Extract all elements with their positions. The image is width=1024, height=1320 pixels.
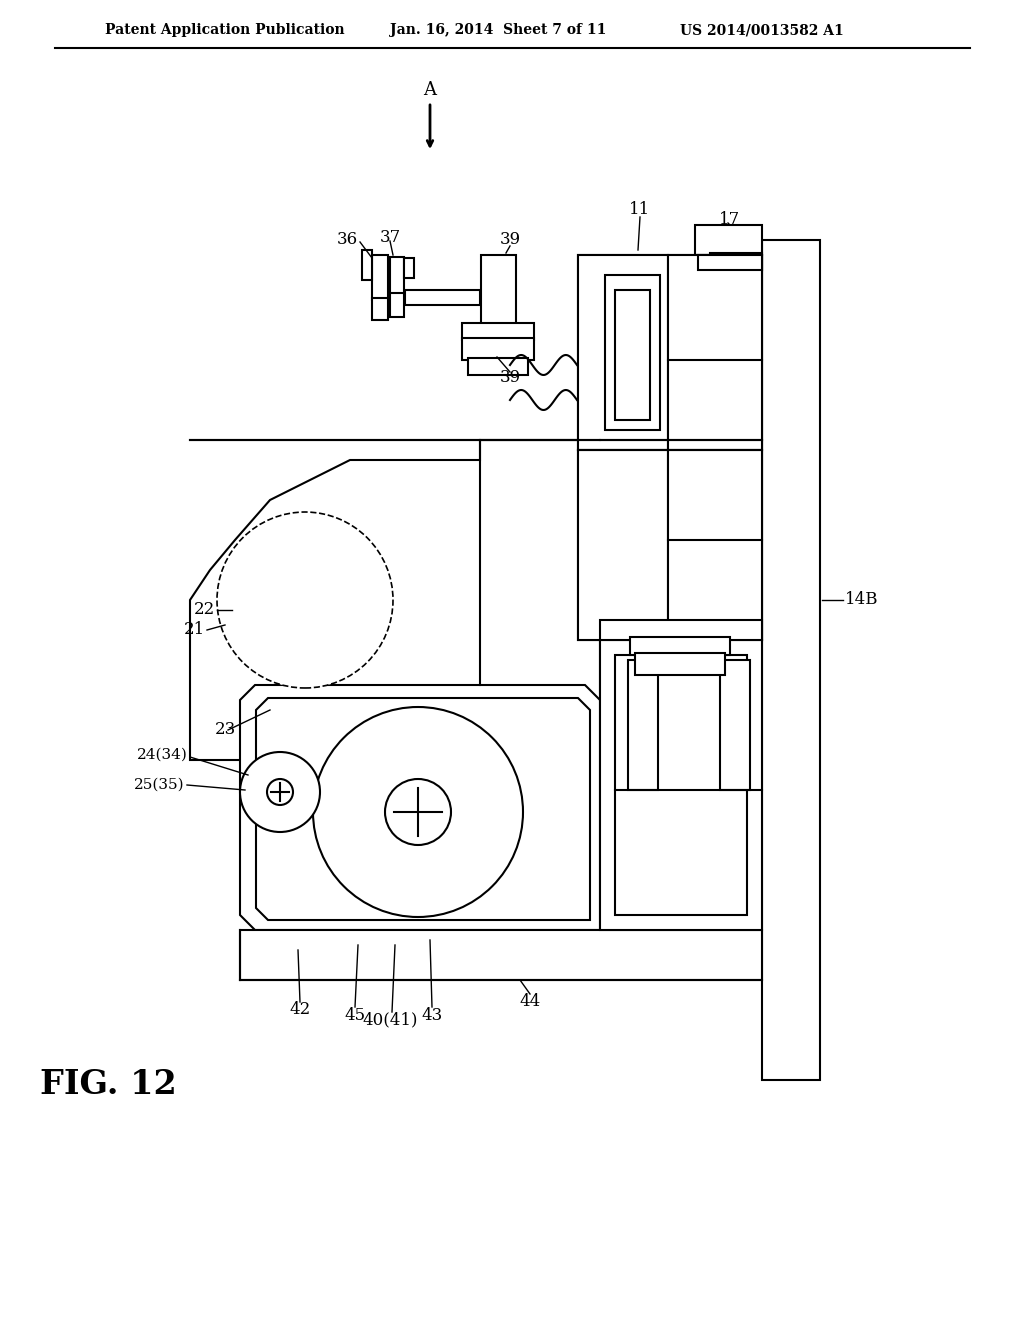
Circle shape [385, 779, 451, 845]
Text: 44: 44 [519, 994, 541, 1011]
Circle shape [217, 512, 393, 688]
Bar [578, 450, 668, 640]
Text: 40(41): 40(41) [362, 1011, 418, 1028]
Text: 43: 43 [421, 1006, 442, 1023]
Text: 17: 17 [720, 211, 740, 228]
Circle shape [313, 708, 523, 917]
Bar [628, 660, 658, 789]
Bar [406, 290, 480, 305]
Bar [372, 255, 388, 300]
Bar [605, 275, 660, 430]
Text: US 2014/0013582 A1: US 2014/0013582 A1 [680, 22, 844, 37]
Text: 11: 11 [630, 202, 650, 219]
Bar [240, 931, 762, 979]
Text: 24(34): 24(34) [137, 748, 188, 762]
Bar [481, 255, 516, 325]
Bar [668, 255, 762, 450]
Text: 36: 36 [337, 231, 358, 248]
Bar [462, 323, 534, 341]
Bar [578, 255, 762, 640]
Bar [668, 450, 762, 640]
Bar [462, 338, 534, 360]
Text: 14B: 14B [845, 591, 879, 609]
Text: A: A [424, 81, 436, 99]
Bar [630, 638, 730, 655]
Bar [372, 298, 388, 319]
Bar [390, 293, 404, 317]
Text: 45: 45 [344, 1006, 366, 1023]
Bar [615, 290, 650, 420]
Text: 23: 23 [215, 722, 237, 738]
Bar [600, 620, 762, 640]
Circle shape [230, 525, 380, 675]
Bar [695, 224, 762, 255]
Polygon shape [240, 685, 600, 931]
Polygon shape [256, 698, 590, 920]
Bar [762, 240, 820, 1080]
Polygon shape [190, 440, 600, 760]
Text: Jan. 16, 2014  Sheet 7 of 11: Jan. 16, 2014 Sheet 7 of 11 [390, 22, 606, 37]
Text: 21: 21 [183, 622, 205, 639]
Bar [390, 257, 404, 294]
Bar [698, 255, 762, 271]
Bar [635, 653, 725, 675]
Text: FIG. 12: FIG. 12 [40, 1068, 176, 1101]
Text: Patent Application Publication: Patent Application Publication [105, 22, 345, 37]
Bar [720, 268, 760, 285]
Bar [600, 640, 762, 931]
Bar [710, 253, 762, 271]
Bar [578, 255, 668, 450]
Bar [720, 660, 750, 789]
Bar [362, 249, 372, 280]
Bar [468, 358, 528, 375]
Text: 42: 42 [290, 1002, 310, 1019]
Text: 22: 22 [194, 602, 215, 619]
Text: 39: 39 [500, 370, 520, 387]
Bar [404, 257, 414, 279]
Text: 25(35): 25(35) [134, 777, 185, 792]
Text: 39: 39 [500, 231, 520, 248]
Circle shape [240, 752, 319, 832]
Circle shape [267, 779, 293, 805]
Bar [615, 655, 746, 915]
Text: 37: 37 [379, 228, 400, 246]
Circle shape [283, 578, 327, 622]
